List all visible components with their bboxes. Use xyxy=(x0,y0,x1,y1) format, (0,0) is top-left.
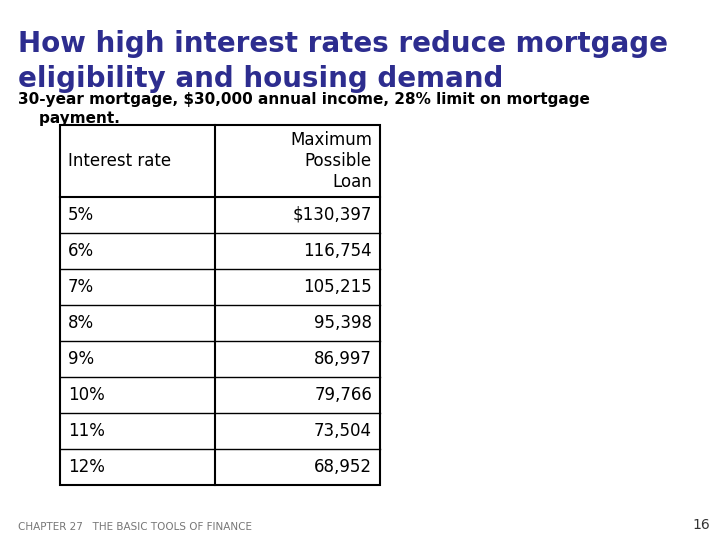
Bar xyxy=(60,125,380,485)
Text: How high interest rates reduce mortgage
eligibility and housing demand: How high interest rates reduce mortgage … xyxy=(18,30,668,92)
Text: 79,766: 79,766 xyxy=(314,386,372,404)
Text: 6%: 6% xyxy=(68,242,94,260)
Text: 12%: 12% xyxy=(68,458,105,476)
Text: 86,997: 86,997 xyxy=(314,350,372,368)
Text: 10%: 10% xyxy=(68,386,104,404)
Text: 95,398: 95,398 xyxy=(314,314,372,332)
Text: 5%: 5% xyxy=(68,206,94,224)
Text: 16: 16 xyxy=(692,518,710,532)
Text: 68,952: 68,952 xyxy=(314,458,372,476)
Text: 11%: 11% xyxy=(68,422,105,440)
Text: 8%: 8% xyxy=(68,314,94,332)
Text: CHAPTER 27   THE BASIC TOOLS OF FINANCE: CHAPTER 27 THE BASIC TOOLS OF FINANCE xyxy=(18,522,252,532)
Text: 116,754: 116,754 xyxy=(303,242,372,260)
Text: Interest rate: Interest rate xyxy=(68,152,171,170)
Text: 30-year mortgage, $30,000 annual income, 28% limit on mortgage
    payment.: 30-year mortgage, $30,000 annual income,… xyxy=(18,92,590,126)
Text: 105,215: 105,215 xyxy=(303,278,372,296)
Text: 7%: 7% xyxy=(68,278,94,296)
Text: $130,397: $130,397 xyxy=(292,206,372,224)
Text: Maximum
Possible
Loan: Maximum Possible Loan xyxy=(290,131,372,191)
Text: 9%: 9% xyxy=(68,350,94,368)
Text: 73,504: 73,504 xyxy=(314,422,372,440)
